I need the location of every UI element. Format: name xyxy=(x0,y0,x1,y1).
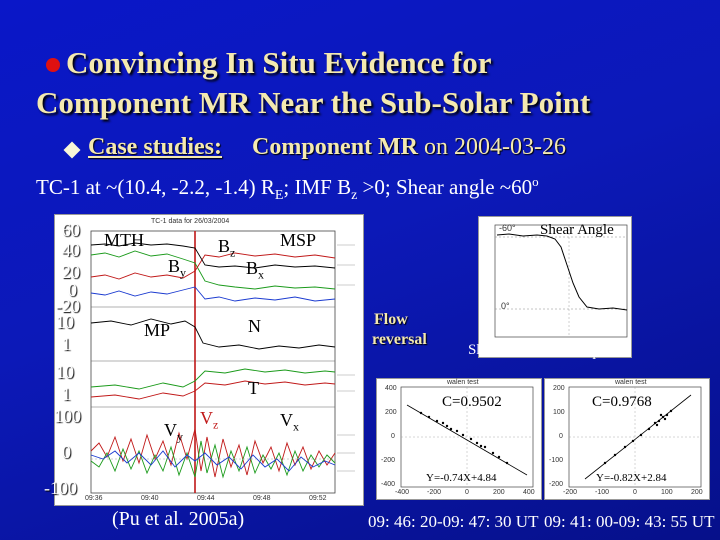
scatter1-ytick-0: 400 xyxy=(385,385,397,392)
scatter2-xtick-2: 0 xyxy=(633,489,637,496)
citation: (Pu et al. 2005a) xyxy=(112,508,245,530)
left-axis-tick-1: 40 xyxy=(62,240,80,260)
scatter2-ytick-4: -200 xyxy=(549,481,564,488)
tc1-sub: E xyxy=(274,188,284,204)
tc1-position-line: TC-1 at ~(10.4, -2.2, -1.4) RE; IMF Bz >… xyxy=(36,174,539,204)
time-tick-3: 09:48 xyxy=(253,495,271,502)
label-vz: Vz xyxy=(200,408,219,432)
scatter1-xtick-2: 0 xyxy=(465,489,469,496)
tc1-prefix: TC-1 at ~(10.4, -2.2, -1.4) R xyxy=(36,175,275,199)
case-studies-sub: Component MR xyxy=(252,134,419,160)
case-studies-date: on 2004-03-26 xyxy=(418,134,566,160)
scatter2-fit: Y=-0.82X+2.84 xyxy=(596,472,667,484)
left-axis-tick-4: -20 xyxy=(56,296,80,316)
label-by: By xyxy=(168,256,187,280)
left-axis-tick-2: 20 xyxy=(62,262,80,282)
time-tick-4: 09:52 xyxy=(309,495,327,502)
walen-scatter-1: walen test -400 -200 0 200 400 400 200 0… xyxy=(376,378,542,500)
time-tick-1: 09:40 xyxy=(141,495,159,502)
left-axis-tick-10: 0 xyxy=(62,442,71,462)
scatter2-xtick-3: 100 xyxy=(661,489,673,496)
scatter2-xtick-1: -100 xyxy=(595,489,610,496)
flow-label-line1: Flow xyxy=(374,311,408,328)
scatter1-ytick-4: -400 xyxy=(381,481,396,488)
label-mth: MTH xyxy=(104,230,144,250)
shear-angle-plot: -60° 0° xyxy=(478,216,632,358)
scatter2-xtick-0: -200 xyxy=(563,489,578,496)
case-studies-line: Case studies: Component MR on 2004-03-26 xyxy=(88,134,566,161)
label-vx: Vx xyxy=(280,410,299,434)
shear-tick-top: -60° xyxy=(499,223,516,233)
scatter1-xtick-4: 400 xyxy=(523,489,535,496)
flow-reversal-label: Flow reversal xyxy=(372,310,427,350)
shear-angle-svg xyxy=(479,217,631,357)
tc1-rest: >0; Shear angle ~60 xyxy=(357,175,533,199)
scatter1-ytick-2: 0 xyxy=(391,433,395,440)
tc1-mid: ; IMF B xyxy=(283,175,352,199)
scatter2-ytick-3: -100 xyxy=(549,457,564,464)
label-bz: Bz xyxy=(218,236,236,260)
scatter2-ytick-2: 0 xyxy=(559,433,563,440)
scatter2-xtick-4: 200 xyxy=(691,489,703,496)
label-t: T xyxy=(248,378,259,398)
flow-label-line2: reversal xyxy=(372,331,427,348)
left-axis-tick-11: -100 xyxy=(44,478,77,498)
scatter2-ytick-1: 100 xyxy=(553,409,565,416)
slide-title-line2: Component MR Near the Sub-Solar Point xyxy=(36,85,591,120)
scatter1-ytick-3: -200 xyxy=(381,457,396,464)
plot-header: TC-1 data for 26/03/2004 xyxy=(151,218,230,225)
left-axis-tick-6: 1 xyxy=(62,334,71,354)
scatter2-svg xyxy=(545,379,709,499)
label-mp: MP xyxy=(144,320,171,340)
ut-range-1: 09: 46: 20-09: 47: 30 UT xyxy=(368,512,539,531)
scatter1-xtick-0: -400 xyxy=(395,489,410,496)
scatter2-corr: C=0.9768 xyxy=(592,394,652,410)
scatter1-fit: Y=-0.74X+4.84 xyxy=(426,472,497,484)
scatter1-svg xyxy=(377,379,541,499)
shear-tick-mid: 0° xyxy=(501,301,510,311)
left-axis-tick-9: 100 xyxy=(54,406,81,426)
left-axis-tick-0: 60 xyxy=(62,220,80,240)
shear-sheath-label: Sheath xyxy=(468,342,509,358)
time-tick-0: 09:36 xyxy=(85,495,103,502)
case-bullet-icon xyxy=(63,141,81,161)
ut-range-2: 09: 41: 00-09: 43: 55 UT xyxy=(544,512,715,531)
walen-scatter-2: walen test -200 -100 0 100 200 200 100 0… xyxy=(544,378,710,500)
label-bx: Bx xyxy=(246,258,265,282)
shear-angle-title: Shear Angle xyxy=(540,222,614,238)
main-time-series-plot: TC-1 data for 26/03/2004 09:36 09:40 09:… xyxy=(54,214,364,506)
title-bullet xyxy=(46,58,60,77)
shear-sphere-label: Sphere xyxy=(584,344,626,360)
left-axis-tick-3: 0 xyxy=(68,280,77,300)
case-studies-label: Case studies: xyxy=(88,134,223,160)
time-tick-2: 09:44 xyxy=(197,495,215,502)
label-n: N xyxy=(248,316,261,336)
label-vy: Vy xyxy=(164,420,183,444)
slide-title-line1: Convincing In Situ Evidence for xyxy=(66,45,492,80)
scatter2-header: walen test xyxy=(615,379,647,386)
tc1-sup: o xyxy=(532,174,539,189)
scatter2-ytick-0: 200 xyxy=(553,385,565,392)
scatter1-xtick-3: 200 xyxy=(493,489,505,496)
tc1-sub2: z xyxy=(351,188,358,204)
scatter1-ytick-1: 200 xyxy=(385,409,397,416)
scatter1-header: walen test xyxy=(447,379,479,386)
label-msp: MSP xyxy=(280,230,317,250)
left-axis-tick-5: 10 xyxy=(56,312,74,332)
scatter1-xtick-1: -200 xyxy=(427,489,442,496)
time-series-svg xyxy=(55,215,363,505)
left-axis-tick-7: 10 xyxy=(56,362,74,382)
left-axis-tick-8: 1 xyxy=(62,384,71,404)
scatter1-corr: C=0.9502 xyxy=(442,394,502,410)
